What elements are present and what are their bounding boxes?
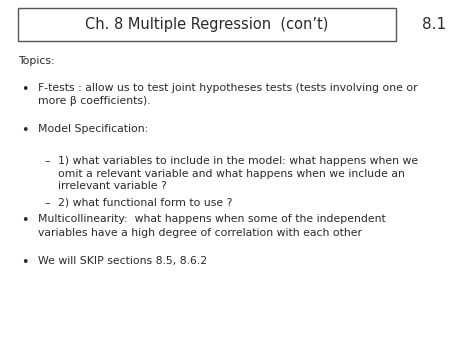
Text: We will SKIP sections 8.5, 8.6.2: We will SKIP sections 8.5, 8.6.2	[38, 256, 207, 266]
FancyBboxPatch shape	[18, 8, 396, 41]
Text: Multicollinearity:  what happens when some of the independent: Multicollinearity: what happens when som…	[38, 214, 386, 224]
Text: 8.1: 8.1	[422, 17, 446, 32]
Text: •: •	[21, 124, 28, 137]
Text: •: •	[21, 214, 28, 227]
Text: 2) what functional form to use ?: 2) what functional form to use ?	[58, 198, 232, 208]
Text: more β coefficients).: more β coefficients).	[38, 96, 151, 106]
Text: irrelevant variable ?: irrelevant variable ?	[58, 181, 166, 191]
Text: •: •	[21, 256, 28, 268]
Text: Topics:: Topics:	[18, 56, 54, 66]
Text: –: –	[45, 198, 50, 208]
Text: •: •	[21, 83, 28, 96]
Text: Model Specification:: Model Specification:	[38, 124, 148, 134]
Text: –: –	[45, 156, 50, 166]
Text: 1) what variables to include in the model: what happens when we: 1) what variables to include in the mode…	[58, 156, 418, 166]
Text: F-tests : allow us to test joint hypotheses tests (tests involving one or: F-tests : allow us to test joint hypothe…	[38, 83, 418, 93]
Text: variables have a high degree of correlation with each other: variables have a high degree of correlat…	[38, 228, 362, 238]
Text: Ch. 8 Multiple Regression  (con’t): Ch. 8 Multiple Regression (con’t)	[86, 17, 328, 32]
Text: omit a relevant variable and what happens when we include an: omit a relevant variable and what happen…	[58, 169, 405, 179]
